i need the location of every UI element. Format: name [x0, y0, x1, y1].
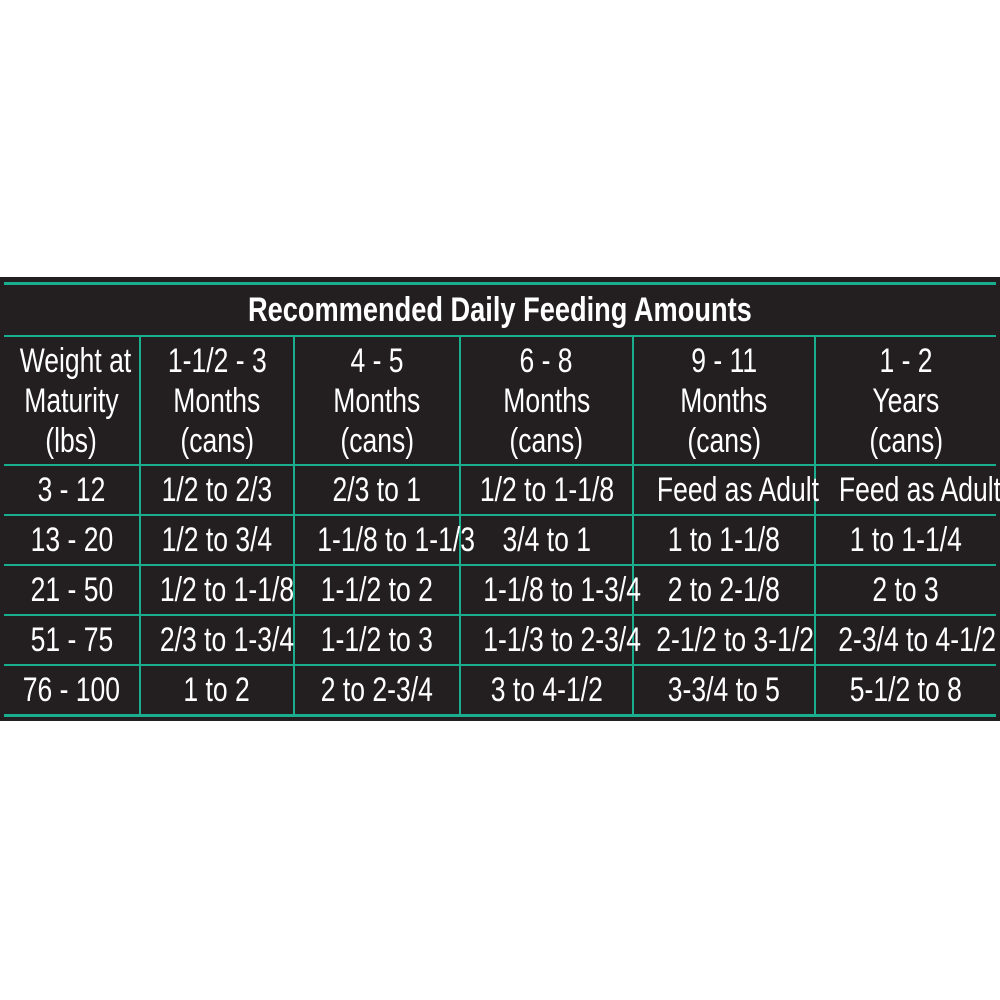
- cell-text: 1-1/8 to 1-1/3: [317, 521, 476, 559]
- column-header-line: Months: [333, 381, 421, 420]
- cell-text: 13 - 20: [30, 521, 113, 559]
- column-header-line: (cans): [340, 421, 414, 460]
- cell-text: 2 to 3: [872, 571, 940, 609]
- cell-text: 1/2 to 1-1/8: [479, 471, 615, 509]
- column-header-line: Months: [503, 381, 590, 420]
- column-header: 1 - 2 Years (cans): [813, 335, 997, 466]
- column-header-line: (lbs): [45, 421, 98, 460]
- column-header: 1-1/2 - 3 Months (cans): [139, 335, 295, 466]
- weight-cell: 13 - 20: [4, 514, 141, 566]
- column-header: Weight at Maturity (lbs): [4, 335, 141, 466]
- cell-text: 2/3 to 1: [332, 471, 422, 509]
- table-row: 51 - 75 2/3 to 1-3/4 1-1/2 to 3 1-1/3 to 2-…: [4, 614, 997, 666]
- cell-text: 21 - 50: [30, 571, 113, 609]
- cell-text: 5-1/2 to 8: [849, 671, 963, 709]
- weight-cell: 76 - 100: [4, 664, 141, 714]
- cell-text: 1/2 to 2/3: [161, 471, 273, 509]
- cell-text: 2/3 to 1-3/4: [159, 621, 295, 659]
- amount-cell: Feed as Adult: [632, 464, 819, 516]
- cell-text: 1/2 to 1-1/8: [159, 571, 295, 609]
- amount-cell: 1/2 to 2/3: [139, 464, 295, 516]
- amount-cell: 3 to 4-1/2: [459, 664, 634, 714]
- cell-text: 1 to 1-1/4: [849, 521, 963, 559]
- cell-text: 1-1/3 to 2-3/4: [483, 621, 642, 659]
- cell-text: 51 - 75: [30, 621, 113, 659]
- column-header-line: 1 - 2: [879, 341, 933, 380]
- amount-cell: 1/2 to 3/4: [139, 514, 295, 566]
- column-header-line: 9 - 11: [691, 341, 757, 380]
- amount-cell: 1-1/2 to 2: [293, 564, 461, 616]
- amount-cell: 2 to 3: [813, 564, 997, 616]
- column-header: 9 - 11 Months (cans): [632, 335, 816, 466]
- cell-text: Feed as Adult: [656, 471, 820, 509]
- cell-text: 1-1/8 to 1-3/4: [483, 571, 642, 609]
- amount-cell: 5-1/2 to 8: [813, 664, 997, 714]
- column-header-line: (cans): [509, 421, 584, 460]
- cell-text: 2 to 2-3/4: [320, 671, 434, 709]
- weight-cell: 51 - 75: [4, 614, 141, 666]
- column-header-line: 4 - 5: [350, 341, 404, 380]
- column-header-line: (cans): [687, 421, 761, 460]
- table-row: 21 - 50 1/2 to 1-1/8 1-1/2 to 2 1-1/8 to 1-…: [4, 564, 997, 616]
- amount-cell: 2/3 to 1-3/4: [139, 614, 295, 666]
- table-row: 13 - 20 1/2 to 3/4 1-1/8 to 1-1/3 3/4 to 1 1…: [4, 514, 997, 566]
- amount-cell: 1 to 2: [139, 664, 295, 714]
- cell-text: 1 to 2: [183, 671, 251, 709]
- column-header-line: Weight at: [19, 341, 132, 380]
- column-header-line: (cans): [180, 421, 254, 460]
- amount-cell: 1/2 to 1-1/8: [459, 464, 634, 516]
- column-header-line: Years: [872, 381, 940, 420]
- cell-text: 2-3/4 to 4-1/2: [838, 621, 997, 659]
- table-row: 3 - 12 1/2 to 2/3 2/3 to 1 1/2 to 1-1/8 Feed…: [4, 464, 1000, 516]
- amount-cell: 1-1/2 to 3: [293, 614, 461, 666]
- column-header-line: Months: [680, 381, 768, 420]
- cell-text: 2-1/2 to 3-1/2: [656, 621, 815, 659]
- amount-cell: 1-1/8 to 1-3/4: [459, 564, 641, 616]
- amount-cell: 2 to 2-3/4: [293, 664, 461, 714]
- column-header-line: 1-1/2 - 3: [167, 341, 267, 380]
- amount-cell: 2-3/4 to 4-1/2: [813, 614, 997, 666]
- amount-cell: 1-1/8 to 1-1/3: [293, 514, 475, 566]
- column-header-line: Months: [173, 381, 261, 420]
- cell-text: 2 to 2-1/8: [667, 571, 781, 609]
- column-header: 4 - 5 Months (cans): [293, 335, 461, 466]
- amount-cell: 1 to 1-1/4: [813, 514, 997, 566]
- amount-cell: 2 to 2-1/8: [632, 564, 816, 616]
- cell-text: 3 to 4-1/2: [490, 671, 603, 709]
- amount-cell: 1 to 1-1/8: [632, 514, 816, 566]
- amount-cell: 2/3 to 1: [293, 464, 461, 516]
- feeding-table: Recommended Daily Feeding Amounts Weight…: [4, 282, 1000, 717]
- cell-text: 1-1/2 to 3: [320, 621, 434, 659]
- cell-text: 3/4 to 1: [502, 521, 591, 559]
- amount-cell: 2-1/2 to 3-1/2: [632, 614, 816, 666]
- amount-cell: 3/4 to 1: [459, 514, 634, 566]
- cell-text: 76 - 100: [22, 671, 121, 709]
- table-title-text: Recommended Daily Feeding Amounts: [248, 291, 752, 329]
- amount-cell: 1/2 to 1-1/8: [139, 564, 295, 616]
- cell-text: 3-3/4 to 5: [667, 671, 781, 709]
- column-header-line: 6 - 8: [519, 341, 574, 380]
- cell-text: 1 to 1-1/8: [667, 521, 781, 559]
- cell-text: 3 - 12: [37, 471, 106, 509]
- weight-cell: 21 - 50: [4, 564, 141, 616]
- table-title: Recommended Daily Feeding Amounts: [4, 285, 997, 337]
- cell-text: 1-1/2 to 2: [320, 571, 434, 609]
- header-row: Weight at Maturity (lbs) 1-1/2 - 3 Months (ca…: [4, 335, 997, 466]
- cell-text: 1/2 to 3/4: [161, 521, 273, 559]
- cell-text: Feed as Adult: [838, 471, 1000, 509]
- column-header-line: Maturity: [24, 381, 119, 420]
- weight-cell: 3 - 12: [4, 464, 141, 516]
- column-header-line: (cans): [869, 421, 943, 460]
- column-header: 6 - 8 Months (cans): [459, 335, 634, 466]
- amount-cell: Feed as Adult: [813, 464, 1000, 516]
- table-row: 76 - 100 1 to 2 2 to 2-3/4 3 to 4-1/2 3-3/4 …: [4, 664, 997, 714]
- amount-cell: 3-3/4 to 5: [632, 664, 816, 714]
- amount-cell: 1-1/3 to 2-3/4: [459, 614, 641, 666]
